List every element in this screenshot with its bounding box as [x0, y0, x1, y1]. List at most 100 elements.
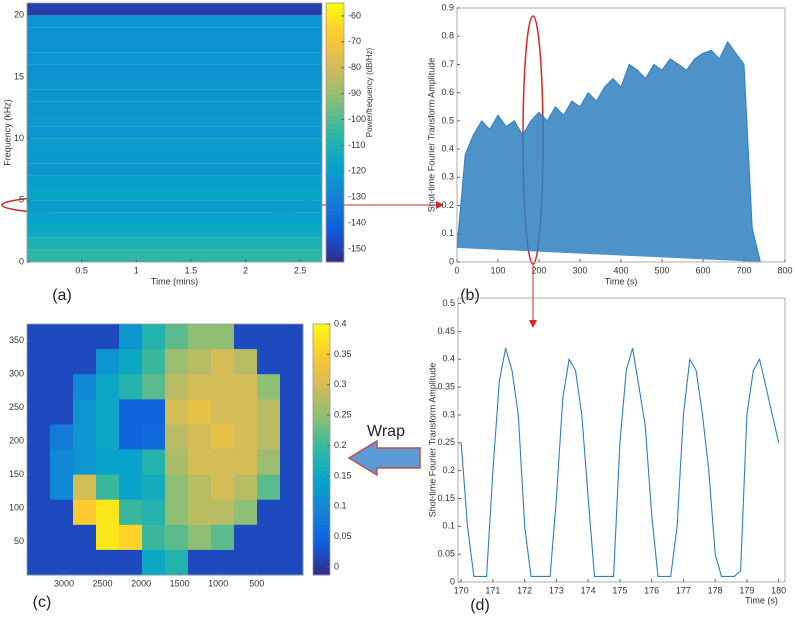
- heatmap-cell: [257, 399, 281, 425]
- heatmap-cell: [50, 424, 74, 450]
- x-tick-label: 500: [654, 265, 669, 275]
- heatmap-cell: [119, 399, 143, 425]
- colorbar-frame: [312, 323, 331, 576]
- colorbar-swatch: [326, 115, 344, 121]
- spectrogram-band: [27, 114, 322, 127]
- colorbar-swatch: [326, 102, 344, 108]
- y-tick-label: 150: [9, 469, 24, 479]
- colorbar-swatch: [326, 249, 344, 254]
- colorbar-swatch: [313, 328, 330, 333]
- colorbar-swatch: [313, 365, 330, 371]
- colorbar-swatch: [313, 420, 330, 425]
- colorbar-tick-label: -140: [348, 218, 366, 228]
- wrap-arrow: [347, 439, 421, 477]
- y-tick-label: 15: [14, 71, 24, 81]
- colorbar-swatch: [313, 487, 330, 492]
- y-tick-label: 50: [14, 536, 24, 546]
- x-tick-label: 177: [676, 585, 691, 595]
- colorbar-swatch: [326, 72, 344, 77]
- heatmap-cell: [27, 374, 51, 400]
- x-tick-label: 800: [777, 265, 792, 275]
- x-tick-label: 500: [249, 578, 264, 588]
- heatmap-cell: [188, 449, 212, 476]
- x-tick-label: 200: [531, 265, 546, 275]
- y-tick-label: 0.8: [441, 31, 454, 41]
- x-tick-label: 2500: [93, 578, 113, 588]
- colorbar-swatch: [326, 257, 344, 263]
- heatmap-cell: [188, 324, 212, 350]
- colorbar-swatch: [313, 549, 330, 555]
- colorbar-swatch: [326, 188, 344, 194]
- heatmap-cell: [50, 399, 74, 425]
- heatmap-cell: [211, 424, 235, 450]
- spectrogram-band: [27, 212, 322, 225]
- colorbar-swatch: [313, 374, 330, 379]
- y-tick-label: 0.5: [442, 298, 455, 308]
- colorbar-swatch: [326, 171, 344, 177]
- y-tick-label: 0: [450, 576, 455, 586]
- colorbar-swatch: [313, 570, 330, 576]
- heatmap-cell: [27, 524, 51, 551]
- colorbar-swatch: [313, 516, 330, 522]
- y-axis-label: Frequency (kHz): [2, 99, 12, 166]
- colorbar-swatch: [313, 395, 330, 400]
- heatmap-cell: [27, 424, 51, 450]
- heatmap-cell: [165, 474, 189, 501]
- y-tick-label: 0.45: [437, 326, 455, 336]
- heatmap-cell: [257, 524, 281, 551]
- colorbar-swatch: [313, 370, 330, 375]
- colorbar-swatch: [313, 453, 330, 459]
- colorbar-swatch: [313, 524, 330, 530]
- heatmap-cell: [96, 499, 120, 526]
- y-tick-label: 0.2: [441, 200, 454, 210]
- heatmap-cell: [280, 499, 304, 526]
- y-tick-label: 0.35: [437, 381, 455, 391]
- spectrogram-band: [27, 188, 322, 201]
- x-tick-label: 173: [549, 585, 564, 595]
- heatmap-cell: [280, 349, 304, 375]
- heatmap-cell: [257, 549, 281, 576]
- colorbar-swatch: [326, 128, 344, 133]
- colorbar-swatch: [313, 554, 330, 559]
- colorbar-swatch: [313, 508, 330, 513]
- heatmap-cell: [165, 349, 189, 375]
- heatmap-cell: [188, 349, 212, 375]
- plot-frame: [457, 297, 786, 583]
- x-axis-label: Time (mins): [151, 276, 198, 286]
- heatmap-cell: [73, 549, 97, 576]
- y-tick-label: 0.15: [437, 493, 455, 503]
- colorbar-swatch: [313, 344, 330, 350]
- arrow-head: [529, 320, 537, 328]
- colorbar-swatch: [326, 210, 344, 216]
- spectrogram-band: [27, 3, 322, 16]
- heatmap-cell: [257, 374, 281, 400]
- heatmap-cell: [73, 474, 97, 501]
- colorbar-swatch: [326, 15, 344, 21]
- heatmap-cell: [50, 324, 74, 350]
- x-axis-label: Time (s): [745, 595, 778, 605]
- heatmap-cell: [257, 324, 281, 350]
- y-tick-label: 0.2: [442, 465, 455, 475]
- colorbar-swatch: [326, 28, 344, 34]
- heatmap-cell: [119, 374, 143, 400]
- heatmap-cell: [211, 324, 235, 350]
- colorbar-tick-label: 0: [334, 561, 339, 571]
- heatmap-cell: [165, 499, 189, 526]
- heatmap-cell: [165, 374, 189, 400]
- colorbar-swatch: [326, 67, 344, 73]
- heatmap-cell: [165, 399, 189, 425]
- panel-label: (a): [52, 287, 72, 304]
- heatmap-cell: [96, 399, 120, 425]
- heatmap-cell: [234, 524, 258, 551]
- heatmap-cell: [73, 399, 97, 425]
- heatmap-cell: [188, 474, 212, 501]
- colorbar-swatch: [326, 162, 344, 168]
- heatmap-cell: [50, 549, 74, 576]
- colorbar-swatch: [313, 457, 330, 463]
- colorbar-tick-label: 0.1: [334, 501, 347, 511]
- colorbar-tick-label: 0.15: [334, 470, 352, 480]
- signal-area: [456, 40, 761, 263]
- spectrogram-band: [27, 40, 322, 53]
- heatmap-cell: [165, 449, 189, 476]
